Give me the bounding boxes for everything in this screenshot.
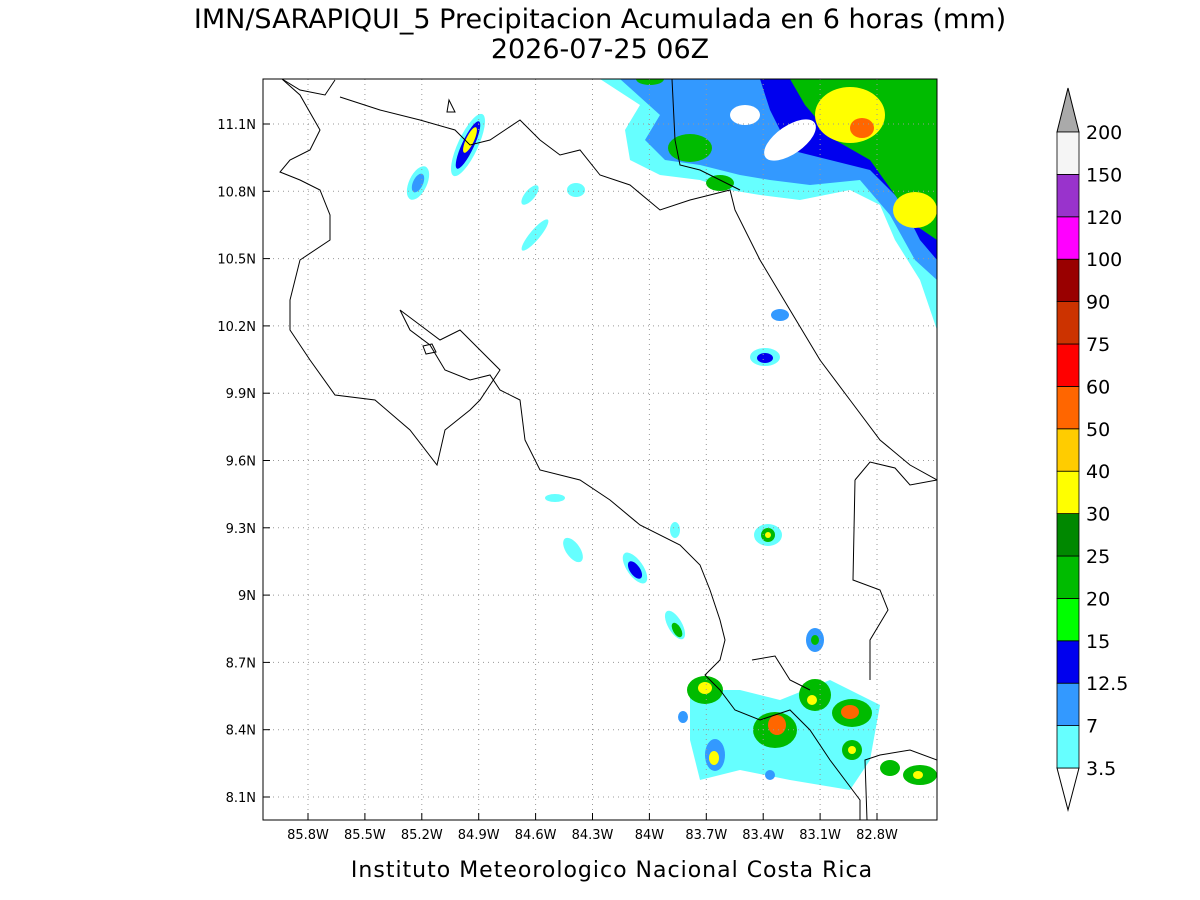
lon-label: 83.1W [799, 828, 841, 843]
colorbar-above [1056, 87, 1080, 133]
lon-label: 85.5W [344, 828, 386, 843]
colorbar-swatch [1056, 385, 1080, 430]
lon-label: 83.7W [685, 828, 727, 843]
precipitation-field [406, 79, 937, 790]
colorbar-label: 120 [1086, 207, 1122, 229]
lat-label: 8.7N [226, 656, 256, 671]
lat-label: 8.1N [226, 791, 256, 806]
colorbar-label: 90 [1086, 292, 1110, 314]
lat-label: 8.4N [226, 724, 256, 739]
lat-label: 10.8N [217, 185, 256, 200]
colorbar-label: 25 [1086, 546, 1110, 568]
colorbar-swatch [1056, 258, 1080, 303]
colorbar-label: 30 [1086, 504, 1110, 526]
colorbar-below [1056, 767, 1080, 812]
lon-label: 82.8W [856, 828, 898, 843]
colorbar-swatch [1056, 216, 1080, 260]
title: IMN/SARAPIQUI_5 Precipitacion Acumulada … [194, 4, 1006, 35]
colorbar-label: 150 [1086, 164, 1122, 186]
colorbar-label: 3.5 [1086, 758, 1116, 780]
colorbar-label: 100 [1086, 249, 1122, 271]
colorbar: 3.5 7 12.5 15 20 25 30 40 50 60 75 90 100 120 150 200 [1056, 87, 1128, 812]
lon-label: 85.8W [287, 828, 329, 843]
lat-label: 9.6N [226, 455, 256, 470]
lat-label: 10.5N [217, 253, 256, 268]
subtitle: 2026-07-25 06Z [491, 34, 709, 65]
lon-label: 84W [635, 828, 665, 843]
colorbar-swatch [1056, 640, 1080, 684]
colorbar-swatch [1056, 301, 1080, 345]
colorbar-label: 40 [1086, 461, 1110, 483]
lon-label: 84.3W [572, 828, 614, 843]
colorbar-label: 7 [1086, 716, 1098, 738]
colorbar-label: 75 [1086, 334, 1110, 356]
colorbar-swatch [1056, 682, 1080, 727]
lat-label: 9N [238, 589, 256, 604]
colorbar-swatch [1056, 173, 1080, 218]
colorbar-label: 12.5 [1086, 673, 1128, 695]
graticule: 11.1N 10.8N 10.5N 10.2N 9.9N 9.6N 9.3N 9N 8.7N 8.… [217, 79, 937, 843]
colorbar-swatch [1056, 470, 1080, 515]
colorbar-swatch [1056, 598, 1080, 642]
coastlines [279, 79, 937, 820]
lat-label: 10.2N [217, 320, 256, 335]
lat-label: 11.1N [217, 118, 256, 133]
footer: Instituto Meteorologico Nacional Costa R… [351, 858, 873, 883]
colorbar-label: 20 [1086, 588, 1110, 610]
colorbar-swatch [1056, 343, 1080, 387]
lon-label: 85.2W [401, 828, 443, 843]
colorbar-label: 15 [1086, 631, 1110, 653]
map-frame [262, 78, 938, 821]
colorbar-label: 50 [1086, 419, 1110, 441]
lon-label: 83.4W [742, 828, 784, 843]
colorbar-swatch [1056, 428, 1080, 472]
colorbar-label: 200 [1086, 122, 1122, 144]
lon-label: 84.6W [515, 828, 557, 843]
colorbar-swatch [1056, 131, 1080, 175]
lat-label: 9.3N [226, 522, 256, 537]
lat-label: 9.9N [226, 387, 256, 402]
colorbar-swatch [1056, 725, 1080, 769]
colorbar-swatch [1056, 555, 1080, 599]
colorbar-label: 60 [1086, 376, 1110, 398]
colorbar-swatch [1056, 513, 1080, 557]
lon-label: 84.9W [458, 828, 500, 843]
